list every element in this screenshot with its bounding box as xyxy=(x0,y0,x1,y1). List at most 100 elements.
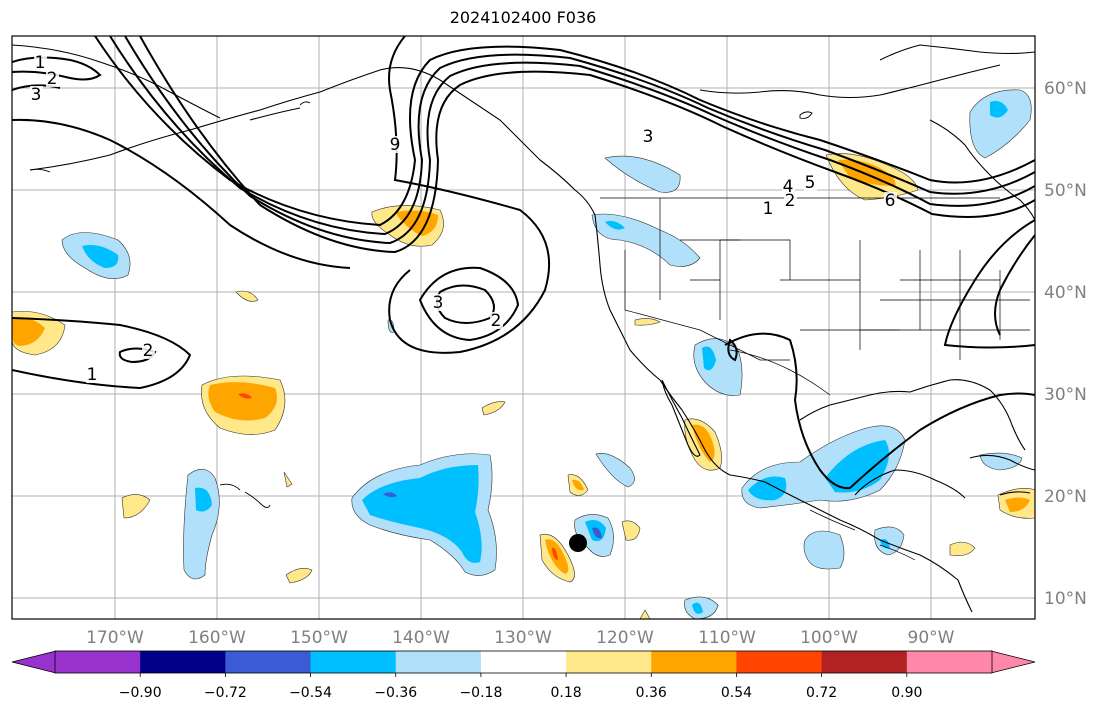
pos-anomaly-region xyxy=(634,318,661,326)
contour-label: 4 xyxy=(783,177,794,197)
neg-anomaly-region xyxy=(969,89,1032,159)
colorbar-tick-label: −0.18 xyxy=(459,685,502,701)
coastlines xyxy=(12,44,1035,613)
contour-label: 3 xyxy=(433,293,444,313)
pos-anomaly-region xyxy=(121,494,151,519)
colorbar-outline xyxy=(54,650,993,674)
political-borders xyxy=(600,197,1030,561)
colorbar-tick-label: −0.72 xyxy=(204,685,247,701)
contour-label: 1 xyxy=(763,199,774,219)
pos-anomaly-region xyxy=(949,541,976,556)
contour-label-bg xyxy=(46,70,59,87)
colorbar-segment xyxy=(651,651,737,673)
contour-label: 3 xyxy=(31,85,42,105)
colorbar-tick-label: −0.36 xyxy=(374,685,417,701)
pos-anomaly-max xyxy=(552,547,558,560)
neg-anomaly-region xyxy=(183,468,220,580)
pos-anomaly-core xyxy=(208,382,278,421)
pos-anomaly-core xyxy=(572,479,584,491)
station-marker xyxy=(569,534,587,552)
contour-label-bg xyxy=(34,54,47,71)
longitude-tick-label: 120°W xyxy=(596,628,654,648)
colorbar-segment xyxy=(821,651,908,673)
neg-anomaly-region xyxy=(874,526,905,556)
latitude-tick-label: 30°N xyxy=(1044,385,1087,405)
latitude-tick-label: 50°N xyxy=(1044,181,1087,201)
colorbar-segment xyxy=(395,651,482,673)
neg-anomaly-core xyxy=(362,465,482,563)
longitude-tick-label: 150°W xyxy=(290,628,348,648)
contour-label-bg xyxy=(784,192,797,209)
neg-anomaly-region xyxy=(803,530,845,570)
neg-anomaly-core xyxy=(195,487,212,512)
neg-anomaly-core xyxy=(990,101,1008,118)
colorbar-extend-low xyxy=(11,650,57,674)
map-frame xyxy=(11,35,1036,620)
neg-anomaly-max xyxy=(383,492,397,498)
pos-anomaly-core xyxy=(12,317,45,346)
longitude-tick-label: 130°W xyxy=(494,628,552,648)
map-title: 2024102400 F036 xyxy=(449,8,597,27)
colorbar-tick-labels: −0.90 −0.72 −0.54 −0.36 −0.18 0.18 0.36 0.54 0.7… xyxy=(119,673,922,701)
graticule xyxy=(12,36,1035,619)
pos-anomaly-max xyxy=(238,393,252,399)
colorbar-segment xyxy=(55,651,141,673)
latitude-tick-label: 60°N xyxy=(1044,79,1087,99)
pos-anomaly-region xyxy=(283,471,293,488)
latitude-labels: 60°N 50°N 40°N 30°N 20°N 10°N xyxy=(1044,79,1087,609)
contour-label-bg xyxy=(884,192,897,209)
neg-anomaly-core xyxy=(82,245,119,268)
contour-label: 9 xyxy=(390,135,401,155)
contour-label: 6 xyxy=(885,191,896,211)
contour-label-bg xyxy=(804,174,817,191)
longitude-labels: 170°W 160°W 150°W 140°W 130°W 120°W 110°W 100°W… xyxy=(86,628,955,648)
colorbar-tick-label: 0.90 xyxy=(891,685,922,701)
contour-label: 5 xyxy=(805,173,816,193)
colorbar-extend-high xyxy=(990,650,1036,674)
colorbar-segment xyxy=(140,651,226,673)
colorbar-tick-label: 0.72 xyxy=(806,685,837,701)
colorbar xyxy=(11,650,1036,674)
contour-label: 1 xyxy=(35,53,46,73)
neg-anomaly-region xyxy=(979,452,1023,471)
contour-label-bg xyxy=(142,342,155,359)
contour-label-bg xyxy=(30,86,43,103)
pos-anomaly-region xyxy=(235,290,259,302)
colorbar-segment xyxy=(225,651,312,673)
latitude-tick-label: 40°N xyxy=(1044,283,1087,303)
pos-anomaly-region xyxy=(285,568,313,584)
colorbar-segment xyxy=(566,651,652,673)
longitude-tick-label: 110°W xyxy=(698,628,756,648)
contour-label-bg xyxy=(782,178,795,195)
contour-label-bg xyxy=(86,366,99,383)
colorbar-tick-label: −0.54 xyxy=(289,685,332,701)
colorbar-segment xyxy=(906,651,993,673)
colorbar-tick-label: 0.54 xyxy=(721,685,752,701)
contour-label: 3 xyxy=(643,127,654,147)
neg-anomaly-max xyxy=(592,527,602,539)
longitude-tick-label: 160°W xyxy=(188,628,246,648)
neg-anomaly-core xyxy=(692,602,703,614)
contour-label-bg xyxy=(389,136,402,153)
contour-label: 1 xyxy=(87,365,98,385)
neg-anomaly-region xyxy=(595,453,635,488)
contour-lines xyxy=(12,36,1035,490)
longitude-tick-label: 90°W xyxy=(908,628,955,648)
contour-label: 2 xyxy=(491,311,502,331)
colorbar-tick-label: 0.36 xyxy=(636,685,667,701)
pos-anomaly-core xyxy=(1005,497,1030,512)
shaded-anomalies xyxy=(12,89,1035,619)
colorbar-segment xyxy=(736,651,823,673)
contour-label: 2 xyxy=(785,191,796,211)
pos-anomaly-region xyxy=(481,401,506,416)
longitude-tick-label: 100°W xyxy=(800,628,858,648)
longitude-tick-label: 170°W xyxy=(86,628,144,648)
islands xyxy=(29,101,813,508)
neg-anomaly-region xyxy=(604,155,681,193)
colorbar-tick-label: −0.90 xyxy=(119,685,162,701)
contour-label-bg xyxy=(490,312,503,329)
latitude-tick-label: 20°N xyxy=(1044,487,1087,507)
pos-anomaly-region xyxy=(639,609,651,619)
